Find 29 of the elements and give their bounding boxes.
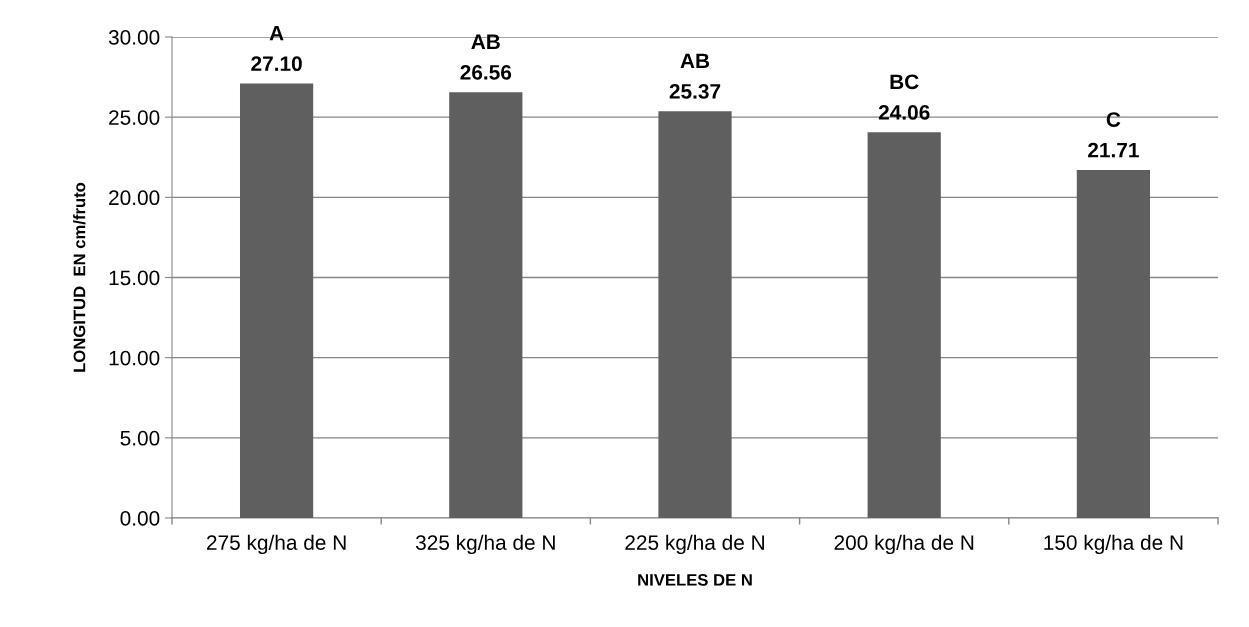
y-tick-label: 15.00 (109, 270, 160, 286)
x-tick-label: 325 kg/ha de N (415, 534, 555, 555)
y-tick-label: 25.00 (109, 110, 160, 125)
annotation: A (269, 25, 284, 41)
y-axis-title: LONGITUD EN cm/fruto (73, 182, 86, 372)
data-label: 27.10 (251, 56, 302, 72)
annotation: C (1106, 112, 1121, 127)
data-label: 24.06 (878, 105, 930, 120)
data-label: 26.56 (460, 64, 512, 80)
annotation: AB (471, 34, 500, 49)
y-tick-label: 30.00 (108, 30, 160, 45)
bar (1076, 169, 1151, 518)
data-label: 21.71 (1088, 142, 1139, 158)
x-tick-label: 150 kg/ha de N (1044, 534, 1183, 555)
annotation: AB (680, 53, 710, 69)
annotation: BC (890, 74, 919, 90)
x-tick-label: 275 kg/ha de N (207, 534, 346, 555)
x-tick-label: 225 kg/ha de N (625, 534, 764, 555)
x-tick-label: 200 kg/ha de N (834, 534, 974, 555)
bar (449, 92, 523, 518)
bar (239, 83, 314, 518)
y-tick-label: 20.00 (109, 190, 160, 206)
y-tick-label: 0.00 (120, 511, 160, 526)
bar (658, 111, 732, 518)
x-axis-title: NIVELES DE N (638, 573, 752, 586)
data-label: 25.37 (669, 84, 721, 99)
y-tick-label: 5.00 (120, 430, 160, 446)
y-tick-label: 10.00 (109, 350, 160, 366)
bar (867, 132, 941, 518)
